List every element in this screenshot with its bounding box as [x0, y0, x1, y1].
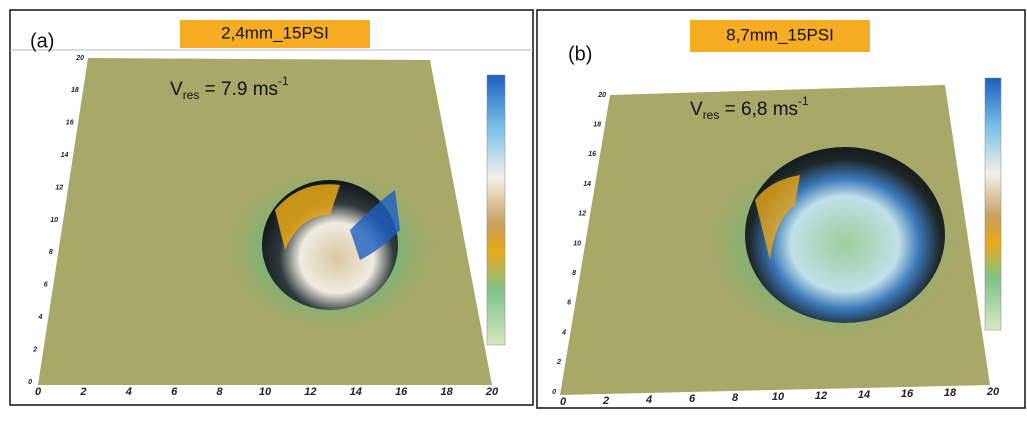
- x-tick-label: 16: [395, 386, 408, 398]
- x-tick-label: 4: [645, 394, 652, 406]
- symbol: V: [170, 79, 183, 100]
- x-tick-label: 8: [732, 392, 739, 404]
- y-tick-label: 20: [75, 55, 84, 62]
- y-tick-label: 10: [50, 217, 58, 224]
- y-tick-label: 0: [28, 379, 32, 386]
- superscript: -1: [278, 74, 289, 88]
- y-tick-label: 16: [66, 120, 74, 127]
- y-tick-label: 2: [556, 359, 561, 366]
- x-tick-label: 12: [815, 390, 827, 402]
- y-tick-label: 20: [597, 92, 606, 99]
- panel-b: (b) 8,7mm_15PSI Vres = 6,8 ms-1 0 2 4 6 8 10 12 14…: [537, 10, 1025, 408]
- subscript: res: [703, 108, 720, 122]
- y-tick-label: 12: [578, 211, 586, 218]
- y-tick-label: 14: [583, 181, 591, 188]
- y-tick-label: 4: [561, 329, 566, 336]
- x-tick-label: 0: [560, 396, 567, 408]
- x-tick-label: 14: [858, 389, 870, 401]
- x-tick-label: 16: [901, 388, 914, 400]
- colorbar: [487, 75, 505, 345]
- y-tick-label: 10: [573, 240, 581, 247]
- x-tick-label: 10: [259, 386, 272, 398]
- x-tick-label: 10: [772, 391, 785, 403]
- colorbar: [985, 78, 1001, 330]
- x-tick-label: 6: [171, 386, 178, 398]
- superscript: -1: [798, 94, 809, 108]
- symbol: V: [690, 99, 703, 120]
- panel-label: (b): [568, 43, 592, 65]
- panel-title: 2,4mm_15PSI: [221, 23, 329, 42]
- y-tick-label: 8: [49, 249, 53, 256]
- y-tick-label: 6: [567, 300, 571, 307]
- y-tick-label: 16: [588, 151, 596, 158]
- x-tick-label: 2: [602, 395, 609, 407]
- x-tick-label: 12: [304, 386, 316, 398]
- y-tick-label: 18: [71, 87, 79, 94]
- x-tick-label: 6: [689, 393, 696, 405]
- x-tick-label: 20: [986, 386, 1000, 398]
- y-tick-label: 4: [37, 314, 42, 321]
- y-tick-label: 14: [61, 152, 69, 159]
- y-tick-label: 8: [572, 270, 576, 277]
- annotation-text: = 7.9 ms: [199, 79, 278, 100]
- y-tick-label: 12: [55, 184, 63, 191]
- x-tick-label: 4: [125, 386, 132, 398]
- x-tick-label: 8: [217, 386, 224, 398]
- panel-title: 8,7mm_15PSI: [726, 25, 834, 44]
- figure: (a)2,4mm_15PSIVres = 7.9 ms-102468101214…: [0, 0, 1027, 421]
- annotation-text: = 6,8 ms: [719, 99, 798, 120]
- y-tick-label: 6: [44, 282, 48, 289]
- x-tick-label: 18: [944, 387, 957, 399]
- x-tick-label: 14: [350, 386, 362, 398]
- y-tick-label: 18: [593, 122, 601, 129]
- panel-a: (a) 2,4mm_15PSI Vres = 7.9 ms-1 0 2 4 6 8 10 12 14…: [10, 10, 533, 405]
- x-tick-label: 20: [485, 386, 499, 398]
- panel-label: (a): [30, 30, 54, 52]
- subscript: res: [183, 88, 200, 102]
- y-tick-label: 2: [32, 346, 37, 353]
- x-tick-label: 18: [440, 386, 453, 398]
- x-tick-label: 2: [79, 386, 86, 398]
- y-tick-label: 0: [552, 389, 556, 396]
- x-tick-label: 0: [35, 386, 42, 398]
